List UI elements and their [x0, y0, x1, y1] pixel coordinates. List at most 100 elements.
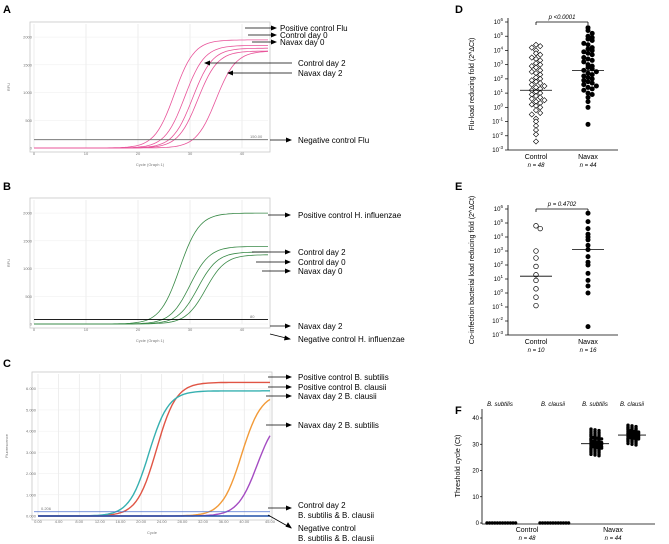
- y-tick-label: 10-1: [492, 302, 503, 311]
- data-point: [533, 248, 539, 254]
- data-point: [585, 56, 591, 62]
- data-point: [532, 138, 540, 145]
- data-point: [634, 443, 638, 447]
- y-tick-label: 100: [494, 102, 504, 111]
- data-point: [537, 94, 544, 101]
- panel-d-y-ticks: 10-3 10-2 10-1 100 101 102 103 104 105 106: [492, 17, 508, 154]
- panel-b-y-tick: 1500: [23, 238, 33, 243]
- data-point: [589, 80, 595, 86]
- amplification-curve: [34, 246, 268, 325]
- panel-c-curves: [38, 381, 271, 517]
- panel-a-x-tick: 40: [240, 151, 245, 156]
- data-point: [528, 44, 535, 51]
- data-point: [589, 92, 595, 98]
- panel-e-n-label: n = 16: [580, 348, 598, 354]
- data-point: [541, 82, 548, 90]
- data-point: [585, 65, 591, 71]
- panel-a-letter: A: [3, 4, 11, 16]
- panel-a-annotations: Positive control Flu Control day 0 Navax…: [204, 24, 369, 145]
- y-tick-label: 105: [494, 218, 504, 227]
- data-point: [589, 57, 595, 63]
- y-tick-label: 106: [494, 17, 504, 26]
- data-point: [537, 51, 544, 58]
- panel-f-y-tick: 40: [472, 416, 479, 422]
- panel-f-y-ticks: 0 10 20 30 40: [472, 416, 479, 527]
- data-point: [528, 95, 535, 102]
- y-tick-label: 10-3: [492, 145, 503, 154]
- panel-b-grid: [33, 200, 268, 325]
- panel-f-group-label: Control: [516, 527, 539, 534]
- data-point: [585, 104, 591, 110]
- data-point: [532, 64, 540, 71]
- data-point: [585, 74, 591, 80]
- data-point: [585, 90, 591, 96]
- data-point: [513, 521, 518, 525]
- data-point: [528, 54, 535, 61]
- panel-b-y-label: RFU: [6, 259, 11, 267]
- panel-a: A 0 10 20 30 40 0 500 1000 1500 2000 Cyc…: [3, 4, 369, 167]
- data-point: [533, 294, 539, 300]
- data-point: [537, 104, 544, 111]
- panel-c-threshold-label: 0.206: [41, 506, 52, 511]
- y-tick-label: 103: [494, 246, 504, 255]
- panel-a-y-tick: 1500: [23, 62, 33, 67]
- annotation-negative-control-c-species: B. subtilis & B. clausii: [298, 534, 374, 543]
- data-point: [589, 30, 595, 36]
- data-point: [581, 73, 587, 79]
- panel-a-y-tick: 500: [25, 118, 32, 123]
- panel-e-letter: E: [455, 181, 462, 193]
- y-tick-label: 10-3: [492, 330, 503, 339]
- data-point: [533, 277, 539, 284]
- panel-e-group-label: Control: [525, 339, 548, 346]
- panel-f-y-tick: 30: [472, 442, 479, 448]
- annotation-positive-control-b-subtilis: Positive control B. subtilis: [298, 373, 389, 382]
- panel-c-y-tick: 6.000: [26, 386, 37, 391]
- panel-c-y-tick: 2.000: [26, 471, 37, 476]
- panel-c-x-ticks: 0.00 4.00 8.00 12.00 16.00 20.00 24.00 2…: [34, 519, 276, 524]
- panel-c-x-tick: 28.00: [177, 519, 188, 524]
- panel-c-threshold: 0.206: [34, 506, 270, 513]
- y-tick-label: 106: [494, 204, 504, 213]
- data-point: [533, 223, 539, 229]
- panel-c-x-tick: 40.00: [239, 519, 250, 524]
- data-point: [585, 242, 591, 248]
- amplification-curve: [38, 381, 270, 517]
- data-point: [585, 237, 591, 243]
- panel-c: C 0.00 4.00 8.00 12.00 16.00 20.00 24.00…: [3, 358, 389, 543]
- panel-f-n-label: n = 48: [519, 536, 537, 542]
- panel-d-n-label: n = 48: [528, 163, 546, 169]
- panel-a-y-tick: 0: [30, 146, 33, 151]
- panel-b-x-tick: 30: [188, 327, 193, 332]
- data-point: [528, 63, 535, 70]
- data-point: [528, 68, 535, 75]
- panel-c-plot-frame: [31, 371, 273, 521]
- panel-f-n-label: n = 44: [605, 536, 623, 542]
- data-point: [585, 254, 591, 260]
- y-tick-label: 102: [494, 260, 504, 269]
- annotation-control-day-2: Control day 2: [298, 59, 346, 68]
- annotation-navax-day-2: Navax day 2: [298, 69, 343, 78]
- panel-b-y-tick: 1000: [23, 266, 33, 271]
- data-point: [581, 77, 587, 83]
- panel-d-y-label: Flu-load reducing fold (2^ΔCt): [469, 38, 476, 131]
- y-tick-label: 105: [494, 31, 504, 40]
- panel-c-letter: C: [3, 358, 11, 370]
- panel-a-plot-frame: [29, 21, 271, 153]
- panel-a-threshold: 150.00: [34, 134, 268, 141]
- panel-c-x-tick: 12.00: [95, 519, 106, 524]
- annotation-b-control-day-2: Control day 2: [298, 248, 346, 257]
- panel-c-y-tick: 1.000: [26, 492, 37, 497]
- data-point: [626, 441, 630, 446]
- annotation-negative-control-flu: Negative control Flu: [298, 136, 369, 145]
- panel-a-grid: [33, 24, 268, 149]
- y-tick-label: 10-2: [492, 131, 503, 140]
- panel-b-threshold: 80: [34, 314, 268, 321]
- y-tick-label: 10-1: [492, 117, 503, 126]
- amplification-curve: [34, 254, 268, 325]
- data-point: [585, 226, 591, 232]
- data-point: [528, 101, 535, 108]
- panel-b-x-tick: 0: [33, 327, 36, 332]
- data-point: [585, 94, 591, 100]
- data-point: [537, 61, 544, 68]
- data-point: [589, 47, 595, 53]
